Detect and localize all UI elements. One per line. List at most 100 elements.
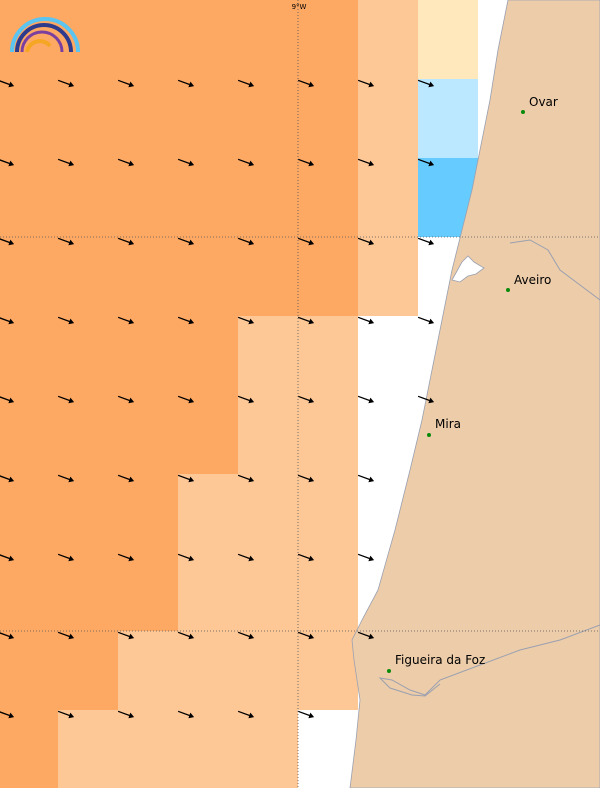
arrow-head: [128, 160, 135, 167]
arrow-head: [128, 81, 135, 88]
forecast-cell: [0, 474, 58, 553]
arrow-shaft: [57, 631, 72, 638]
wind-arrow: [0, 710, 15, 719]
forecast-cell: [178, 474, 238, 553]
arrow-head: [308, 239, 315, 246]
forecast-cell: [298, 79, 358, 158]
wind-arrow: [417, 316, 435, 325]
arrow-shaft: [237, 237, 252, 244]
wind-arrow: [357, 79, 375, 88]
arrow-head: [188, 397, 195, 404]
wind-arrow: [57, 158, 75, 167]
wind-arrow: [357, 237, 375, 246]
arrow-shaft: [57, 710, 72, 717]
arrow-shaft: [357, 79, 372, 86]
arrow-head: [248, 239, 255, 246]
arrow-head: [188, 239, 195, 246]
city-label: Aveiro: [514, 273, 551, 287]
arrow-shaft: [177, 474, 192, 481]
arrow-head: [248, 476, 255, 483]
wind-arrow: [237, 474, 255, 483]
forecast-cell: [178, 553, 238, 631]
arrow-shaft: [297, 316, 312, 323]
arrow-shaft: [297, 553, 312, 560]
arrow-shaft: [237, 553, 252, 560]
arrow-head: [248, 160, 255, 167]
wind-arrow: [417, 395, 435, 404]
wind-arrow: [117, 316, 135, 325]
forecast-cell: [58, 474, 118, 553]
forecast-cell: [238, 710, 298, 788]
arrow-shaft: [357, 158, 372, 165]
wind-arrow: [297, 237, 315, 246]
arrow-shaft: [297, 631, 312, 638]
wind-arrow: [117, 395, 135, 404]
arrow-shaft: [237, 474, 252, 481]
wind-arrow: [297, 316, 315, 325]
wind-arrow: [0, 395, 15, 404]
arrow-head: [188, 160, 195, 167]
arrow-shaft: [237, 316, 252, 323]
wind-arrow: [357, 553, 375, 562]
estuary: [378, 624, 600, 697]
arrow-shaft: [297, 395, 312, 402]
wind-arrow: [177, 474, 195, 483]
arrow-shaft: [177, 316, 192, 323]
arrow-head: [308, 397, 315, 404]
forecast-cell: [418, 0, 478, 79]
arrow-head: [68, 239, 75, 246]
forecast-cell: [238, 553, 298, 631]
forecast-cell: [0, 710, 58, 788]
arrow-shaft: [0, 237, 12, 244]
forecast-cell: [118, 316, 178, 395]
forecast-cell: [0, 553, 58, 631]
arrow-shaft: [0, 316, 12, 323]
wind-arrow: [117, 553, 135, 562]
arrow-shaft: [357, 395, 372, 402]
wind-arrow: [237, 631, 255, 640]
lagoon: [451, 255, 485, 283]
arrow-shaft: [0, 79, 12, 86]
arrow-shaft: [57, 316, 72, 323]
forecast-cell: [0, 316, 58, 395]
arrow-head: [308, 160, 315, 167]
forecast-cell: [0, 0, 58, 79]
arrow-head: [308, 633, 315, 640]
arrow-head: [8, 476, 15, 483]
wind-arrow: [57, 79, 75, 88]
forecast-cell: [238, 395, 298, 474]
forecast-cell: [58, 710, 118, 788]
wind-arrow: [57, 631, 75, 640]
arrow-head: [368, 160, 375, 167]
wind-arrow: [177, 553, 195, 562]
wind-arrow: [297, 474, 315, 483]
forecast-cell: [178, 0, 238, 79]
arrow-head: [188, 633, 195, 640]
arrow-head: [68, 318, 75, 325]
arrow-shaft: [357, 631, 372, 638]
wind-arrow: [0, 237, 15, 246]
wind-arrow: [177, 395, 195, 404]
arrow-shaft: [177, 158, 192, 165]
forecast-cell: [298, 316, 358, 395]
arrow-head: [128, 397, 135, 404]
city-label: Ovar: [529, 95, 558, 109]
wind-arrow: [237, 316, 255, 325]
wind-arrow: [57, 316, 75, 325]
arrow-shaft: [417, 237, 432, 244]
wind-arrow: [237, 553, 255, 562]
forecast-cell: [118, 474, 178, 553]
forecast-cell: [238, 237, 298, 316]
arrow-shaft: [297, 474, 312, 481]
forecast-cell: [418, 79, 478, 158]
wind-arrow: [357, 395, 375, 404]
arrow-shaft: [297, 710, 312, 717]
arrow-head: [68, 633, 75, 640]
arrow-shaft: [0, 710, 12, 717]
arrow-head: [128, 239, 135, 246]
arrow-shaft: [57, 237, 72, 244]
arrow-shaft: [117, 158, 132, 165]
wind-arrow: [357, 474, 375, 483]
arrow-head: [8, 633, 15, 640]
forecast-cell: [358, 158, 418, 237]
